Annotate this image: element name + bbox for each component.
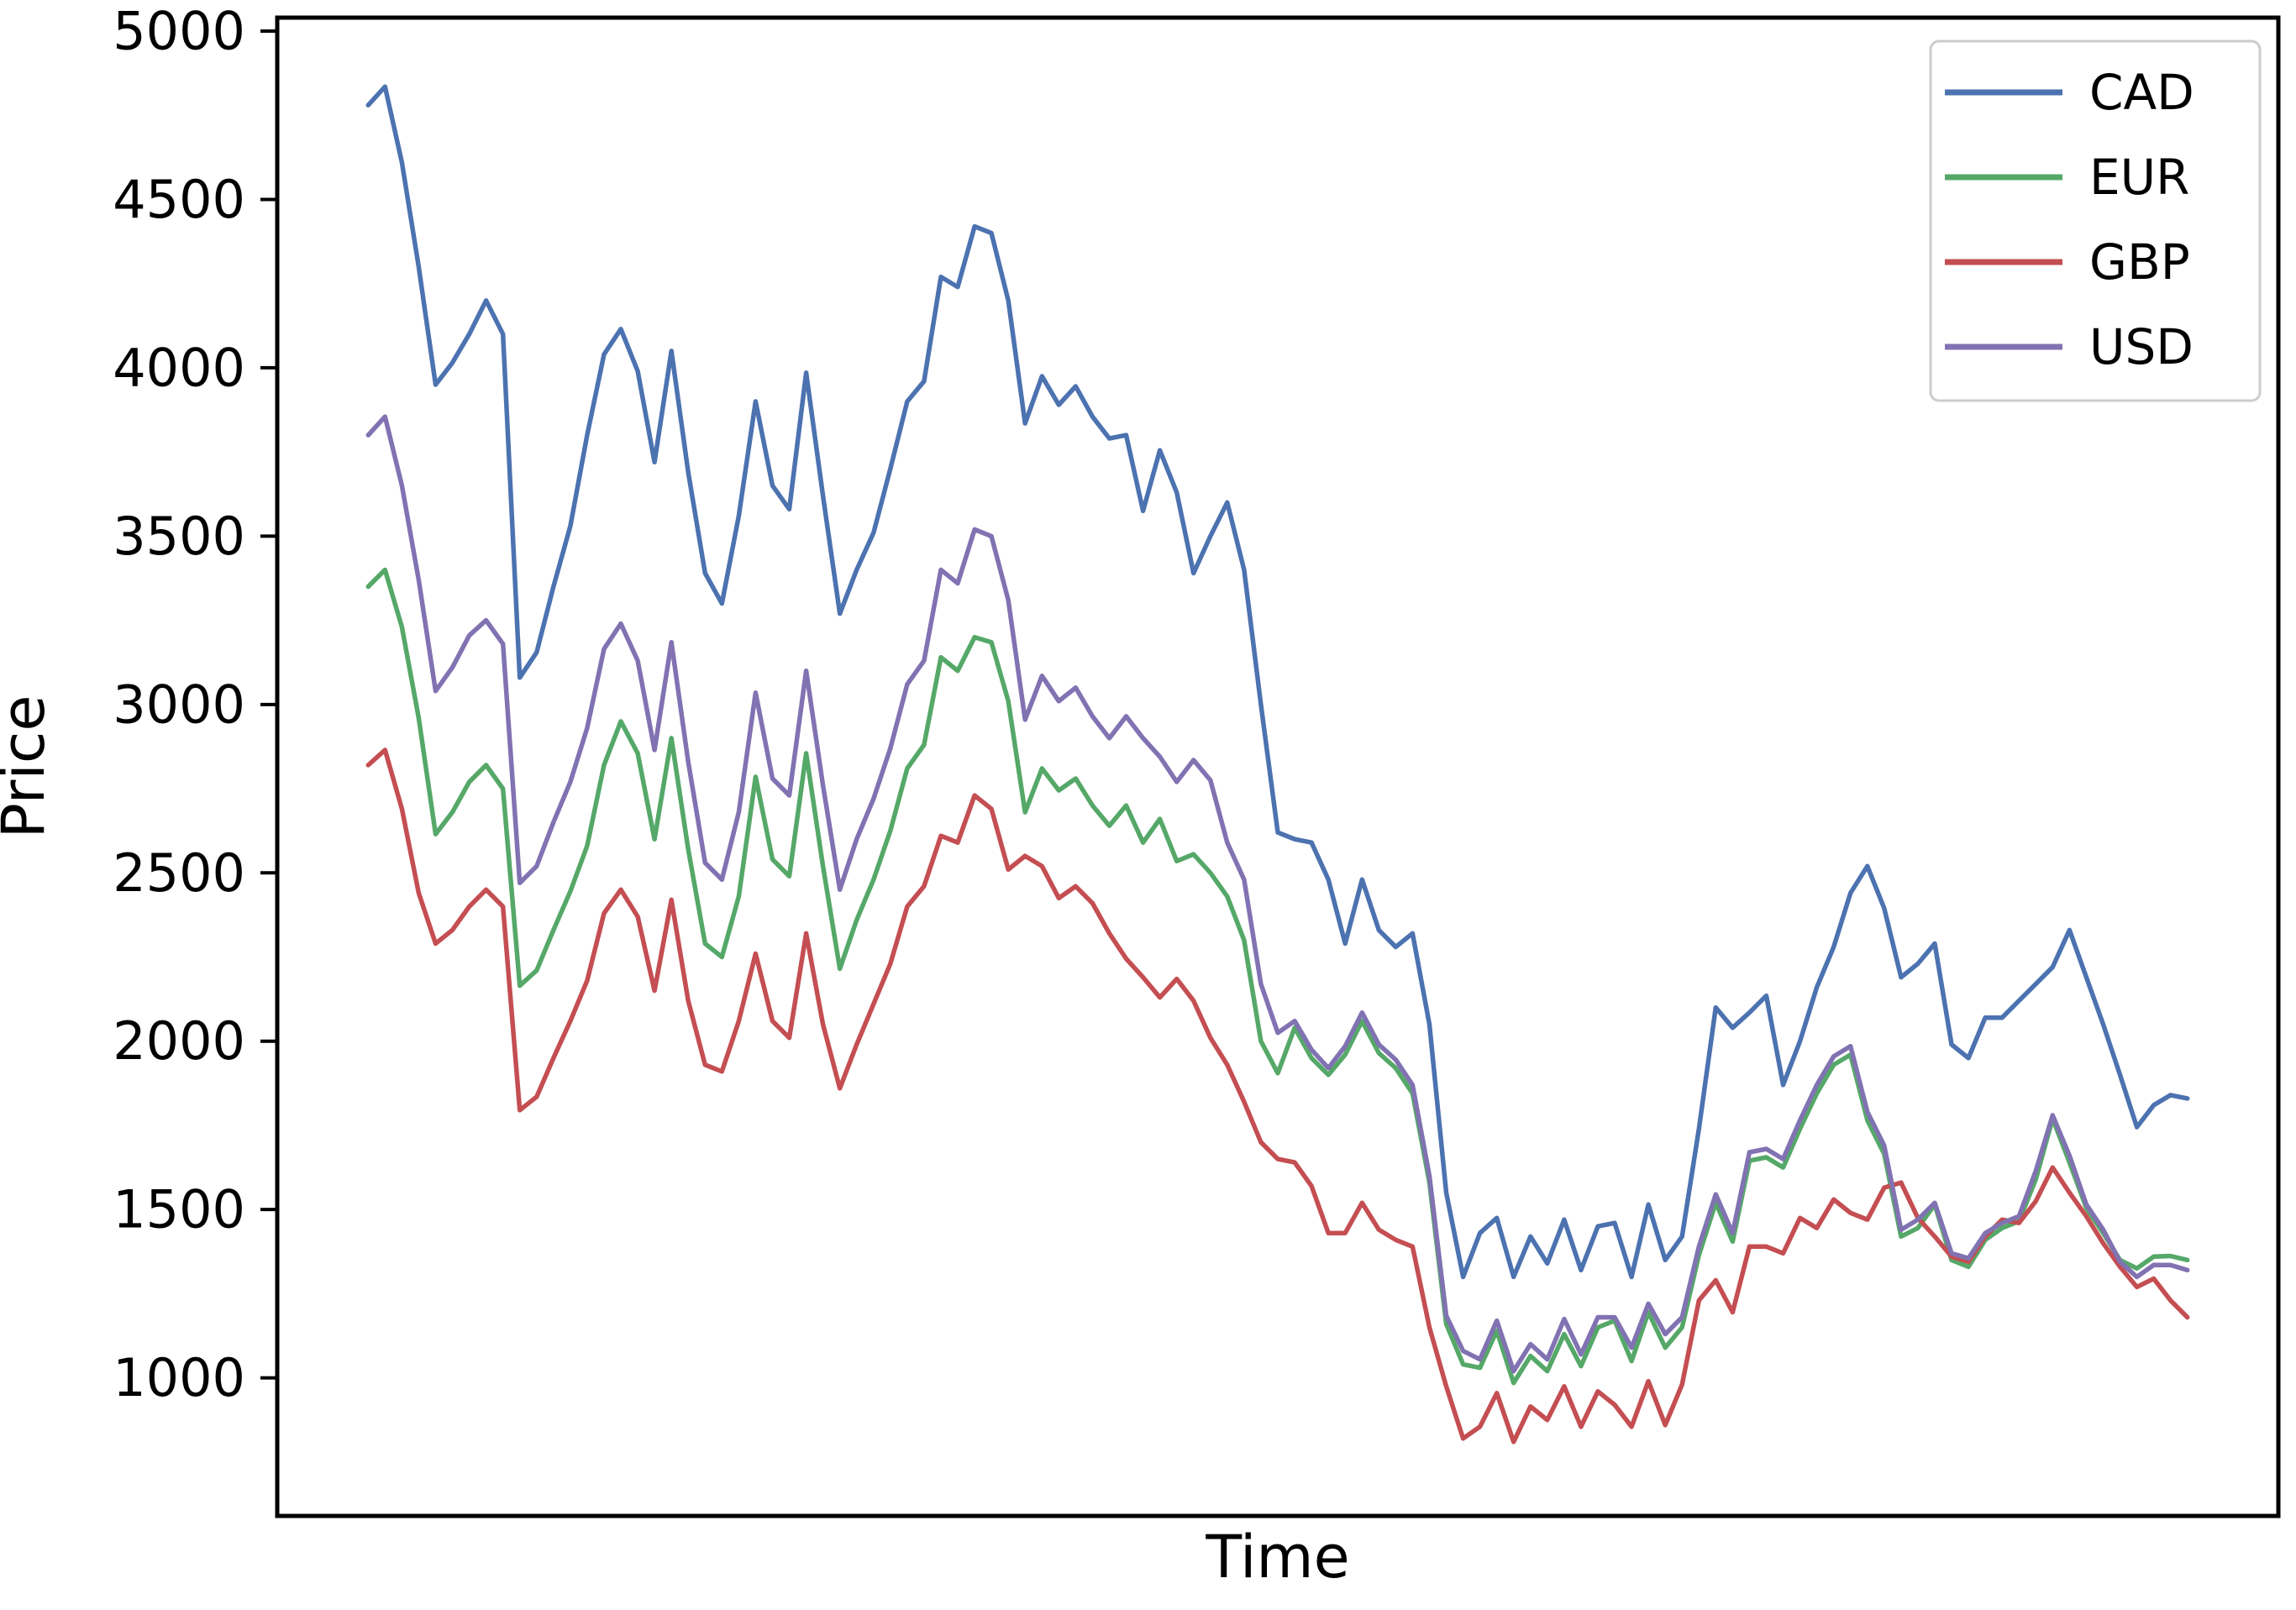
legend-label-cad: CAD: [2089, 64, 2194, 121]
axes-spines: [275, 15, 2281, 1518]
series-line-cad: [365, 84, 2190, 1280]
series-line-usd: [365, 414, 2190, 1374]
y-axis-tick-label: 4500: [113, 169, 245, 230]
series-line-gbp: [365, 747, 2190, 1445]
legend-box: [1929, 39, 2262, 402]
y-axis-tick-label: 1500: [113, 1179, 245, 1240]
y-axis-tick-label: 2000: [113, 1010, 245, 1072]
legend-label-gbp: GBP: [2089, 233, 2190, 291]
legend-label-eur: EUR: [2089, 149, 2189, 206]
y-axis-label: Price: [0, 695, 58, 839]
y-axis-tick-label: 4000: [113, 337, 245, 398]
y-axis-tick-label: 3500: [113, 506, 245, 567]
y-axis-tick-label: 2500: [113, 842, 245, 904]
legend-label-usd: USD: [2089, 318, 2194, 375]
y-axis-tick-label: 5000: [113, 1, 245, 62]
y-axis-tick-label: 3000: [113, 674, 245, 735]
y-axis-tick-label: 1000: [113, 1347, 245, 1408]
x-axis-label: Time: [1205, 1523, 1349, 1592]
